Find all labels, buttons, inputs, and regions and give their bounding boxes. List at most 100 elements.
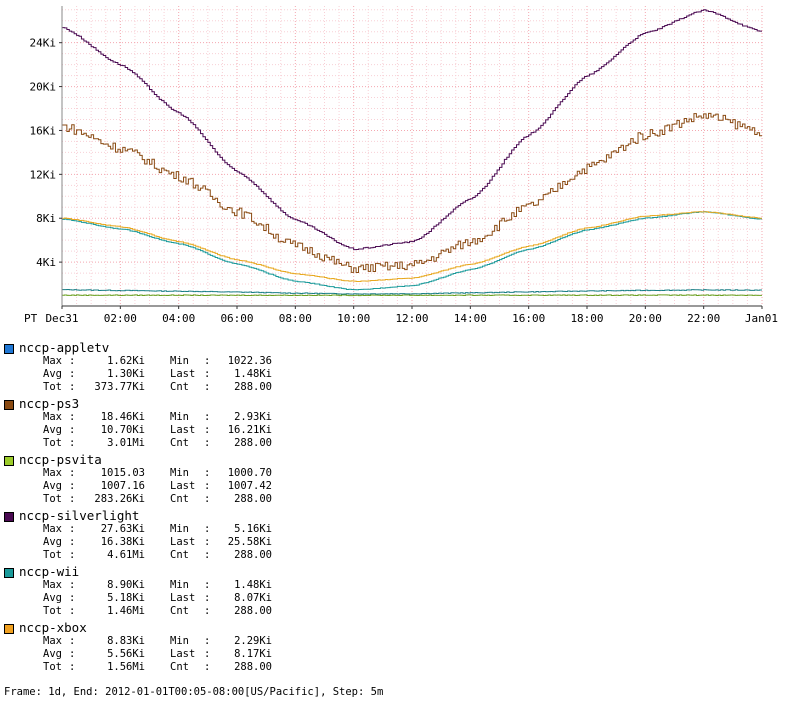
legend-stat-lbl: Avg bbox=[43, 424, 62, 436]
legend-stat-lbl2: Last bbox=[170, 424, 196, 436]
legend-swatch bbox=[4, 624, 14, 634]
legend-stat-val: 16.38Ki bbox=[100, 536, 145, 548]
legend-entry-nccp-ps3: nccp-ps3 Max: 18.46Ki Min: 2.93Ki Avg: 10.70Ki… bbox=[0, 394, 786, 450]
legend-stat-lbl2: Min bbox=[170, 355, 189, 367]
y-tick-label: 8Ki bbox=[36, 212, 56, 225]
x-tick-label: 08:00 bbox=[279, 312, 312, 325]
legend-stat-val: 3.01Mi bbox=[107, 437, 145, 449]
legend-stat-row: Avg: 16.38Ki Last: 25.58Ki bbox=[43, 536, 272, 548]
legend-stat-sep: : bbox=[204, 661, 211, 673]
legend-stat-val2: 288.00 bbox=[234, 661, 272, 673]
x-tick-label: 14:00 bbox=[454, 312, 487, 325]
legend-stat-lbl2: Min bbox=[170, 467, 189, 479]
chart-series bbox=[62, 9, 762, 297]
legend-stat-val2: 1007.42 bbox=[227, 480, 272, 492]
legend-stat-row: Tot: 3.01Mi Cnt: 288.00 bbox=[43, 437, 272, 449]
legend-stat-lbl2: Last bbox=[170, 368, 196, 380]
legend-swatch bbox=[4, 344, 14, 354]
legend-stat-val2: 5.16Ki bbox=[234, 523, 272, 535]
series-line-nccp-wii bbox=[62, 211, 762, 291]
series-line-nccp-xbox bbox=[62, 211, 762, 282]
legend-series-name: nccp-xbox bbox=[19, 620, 87, 635]
legend-stat-lbl2: Last bbox=[170, 480, 196, 492]
chart-tick-labels: 4Ki 8Ki 12Ki 16Ki 20Ki 24Ki Dec31 02:00 04:00 06:… bbox=[24, 37, 778, 325]
legend-stat-row: Avg: 10.70Ki Last: 16.21Ki bbox=[43, 424, 272, 436]
legend-entry-nccp-xbox: nccp-xbox Max: 8.83Ki Min: 2.29Ki Avg: 5.56Ki L… bbox=[0, 618, 786, 674]
legend-stat-val: 1.62Ki bbox=[107, 355, 145, 367]
legend-stat-sep: : bbox=[69, 493, 76, 505]
legend-stat-row: Max: 27.63Ki Min: 5.16Ki bbox=[43, 523, 272, 535]
legend-stat-lbl2: Cnt bbox=[170, 381, 189, 393]
legend-stat-val: 1.56Mi bbox=[107, 661, 145, 673]
legend-stat-row: Tot: 373.77Ki Cnt: 288.00 bbox=[43, 381, 272, 393]
legend-stat-val: 5.56Ki bbox=[107, 648, 145, 660]
legend-swatch bbox=[4, 568, 14, 578]
x-tick-label: Dec31 bbox=[45, 312, 78, 325]
legend-stat-row: Tot: 1.56Mi Cnt: 288.00 bbox=[43, 661, 272, 673]
series-line-nccp-silverlight bbox=[62, 9, 762, 251]
legend-stat-val2: 288.00 bbox=[234, 493, 272, 505]
legend-stat-val: 373.77Ki bbox=[94, 381, 145, 393]
legend-stat-val: 8.90Ki bbox=[107, 579, 145, 591]
legend-swatch bbox=[4, 512, 14, 522]
legend-stat-sep: : bbox=[204, 549, 211, 561]
legend-stat-sep: : bbox=[204, 648, 211, 660]
legend-stat-sep: : bbox=[69, 424, 76, 436]
legend-series-name: nccp-wii bbox=[19, 564, 80, 579]
legend-stat-row: Tot: 4.61Mi Cnt: 288.00 bbox=[43, 549, 272, 561]
chart-grid bbox=[61, 6, 763, 307]
x-tick-label: 20:00 bbox=[629, 312, 662, 325]
legend-stat-val2: 2.29Ki bbox=[234, 635, 272, 647]
legend-stat-sep: : bbox=[204, 493, 211, 505]
x-tick-label: 04:00 bbox=[162, 312, 195, 325]
legend-stat-val2: 16.21Ki bbox=[227, 424, 272, 436]
time-series-chart: 4Ki 8Ki 12Ki 16Ki 20Ki 24Ki Dec31 02:00 04:00 06:… bbox=[24, 6, 778, 325]
legend-stat-lbl: Tot bbox=[43, 437, 62, 449]
legend-stat-val: 1007.16 bbox=[100, 480, 145, 492]
legend-stat-sep: : bbox=[204, 605, 211, 617]
legend-stat-val2: 288.00 bbox=[234, 437, 272, 449]
chart-axes bbox=[59, 6, 763, 309]
legend-stat-lbl: Avg bbox=[43, 480, 62, 492]
chart-footer: Frame: 1d, End: 2012-01-01T00:05-08:00[U… bbox=[4, 686, 384, 698]
timezone-label: PT bbox=[24, 312, 38, 325]
legend-stat-val: 283.26Ki bbox=[94, 493, 145, 505]
legend-stat-sep: : bbox=[204, 437, 211, 449]
legend-stat-val2: 8.17Ki bbox=[234, 648, 272, 660]
legend-stat-val: 5.18Ki bbox=[107, 592, 145, 604]
legend-stat-sep: : bbox=[204, 424, 211, 436]
x-tick-label: 22:00 bbox=[687, 312, 720, 325]
legend-stat-sep: : bbox=[69, 648, 76, 660]
legend-stat-val: 1015.03 bbox=[100, 467, 145, 479]
legend-stat-lbl: Tot bbox=[43, 661, 62, 673]
legend-stat-lbl2: Min bbox=[170, 411, 189, 423]
legend-stat-lbl2: Cnt bbox=[170, 605, 189, 617]
legend-stat-row: Tot: 283.26Ki Cnt: 288.00 bbox=[43, 493, 272, 505]
legend-entry-nccp-wii: nccp-wii Max: 8.90Ki Min: 1.48Ki Avg: 5.18Ki La… bbox=[0, 562, 786, 618]
legend-stat-sep: : bbox=[204, 579, 211, 591]
legend-stat-val2: 288.00 bbox=[234, 605, 272, 617]
series-line-nccp-ps3 bbox=[62, 112, 762, 273]
legend-stat-lbl: Max bbox=[43, 635, 62, 647]
legend-stat-val2: 1.48Ki bbox=[234, 368, 272, 380]
legend-stat-sep: : bbox=[204, 635, 211, 647]
legend-stat-row: Max: 8.90Ki Min: 1.48Ki bbox=[43, 579, 272, 591]
legend-stat-lbl: Tot bbox=[43, 605, 62, 617]
legend-swatch bbox=[4, 400, 14, 410]
legend-stat-sep: : bbox=[204, 368, 211, 380]
legend-stat-lbl: Avg bbox=[43, 368, 62, 380]
legend-stat-lbl: Max bbox=[43, 467, 62, 479]
legend-stat-sep: : bbox=[69, 523, 76, 535]
x-tick-label: 02:00 bbox=[104, 312, 137, 325]
legend-stat-row: Avg: 1007.16 Last: 1007.42 bbox=[43, 480, 272, 492]
legend-stat-sep: : bbox=[204, 355, 211, 367]
legend-stat-sep: : bbox=[204, 536, 211, 548]
y-tick-label: 20Ki bbox=[30, 81, 57, 94]
legend-stat-sep: : bbox=[204, 467, 211, 479]
legend-stat-val: 10.70Ki bbox=[100, 424, 145, 436]
legend-stat-lbl: Tot bbox=[43, 381, 62, 393]
legend-stat-lbl: Tot bbox=[43, 493, 62, 505]
legend-series-name: nccp-silverlight bbox=[19, 508, 140, 523]
legend-stat-val: 27.63Ki bbox=[100, 523, 145, 535]
legend-stat-val: 8.83Ki bbox=[107, 635, 145, 647]
